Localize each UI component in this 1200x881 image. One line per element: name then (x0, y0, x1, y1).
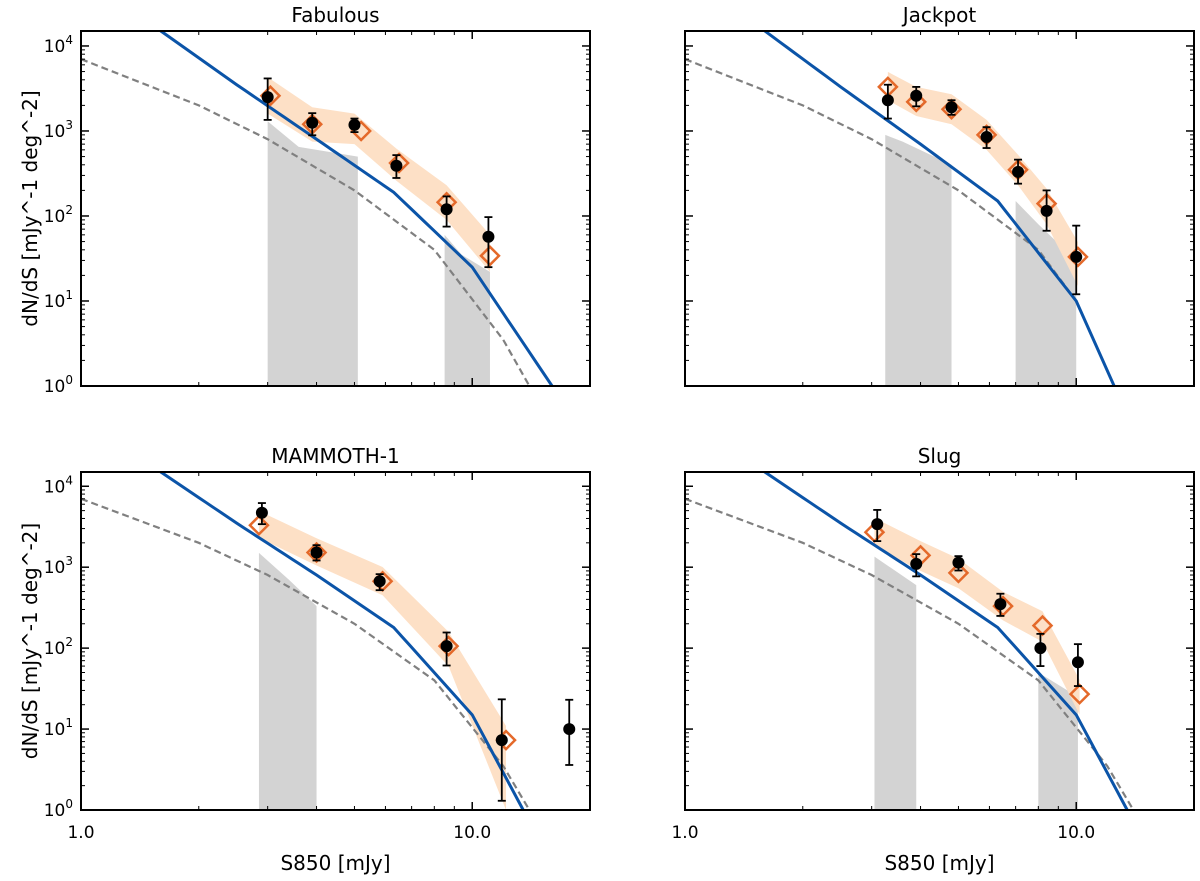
observed-point (945, 99, 958, 116)
model-point (305, 541, 328, 564)
observed-point (1012, 158, 1025, 185)
observed-point (440, 195, 453, 228)
plot-area (685, 472, 1135, 810)
field-band-1 (885, 134, 952, 386)
x-tick-label: 10.0 (453, 823, 491, 843)
y-axis-label: dN/dS [mJy^-1 deg^-2] (18, 90, 42, 326)
observed-point (881, 83, 894, 120)
model-point (479, 245, 501, 267)
dashed-fit-line (81, 58, 531, 386)
observed-point (255, 502, 268, 526)
x-axis-label: S850 [mJy] (884, 851, 994, 875)
observed-point (310, 544, 323, 562)
y-tick-label: 104 (44, 33, 73, 57)
panel-4: 1.0 10.0 Slug S850 [mJy] (671, 444, 1195, 875)
observed-point (373, 573, 386, 592)
field-band-1 (874, 556, 917, 810)
axes-frame (684, 471, 1195, 811)
y-tick-label: 101 (44, 716, 73, 740)
blue-fit-curve (158, 31, 554, 386)
observed-point (910, 85, 923, 108)
panel-title: Fabulous (291, 3, 379, 27)
model-band (874, 518, 1080, 715)
panel-1: 100 101 102 103 104 Fabulous dN/dS [mJy^-1 deg… (18, 3, 591, 397)
y-tick-label: 100 (44, 373, 73, 397)
model-band (267, 77, 490, 272)
blue-fit-curve (762, 31, 1116, 386)
observed-point (306, 112, 319, 137)
x-tick-label: 10.0 (1057, 823, 1095, 843)
y-tick-label: 103 (44, 554, 73, 578)
panel-title: Jackpot (901, 3, 977, 27)
blue-fit-curve (762, 472, 1129, 810)
model-point (947, 562, 970, 584)
x-tick-label: 1.0 (671, 823, 698, 843)
observed-point (495, 698, 508, 802)
blue-fit-curve (158, 472, 525, 810)
field-band-1 (258, 552, 317, 810)
observed-point (1034, 632, 1047, 667)
model-point (388, 152, 410, 174)
observed-point (390, 154, 403, 179)
model-band (887, 71, 1078, 287)
panel-title: Slug (918, 444, 962, 468)
x-axis-label: S850 [mJy] (280, 851, 390, 875)
observed-point (563, 698, 576, 766)
observed-point (482, 216, 495, 269)
y-axis-label: dN/dS [mJy^-1 deg^-2] (18, 523, 42, 759)
axes-frame (80, 471, 591, 811)
observed-point (1040, 189, 1053, 232)
observed-point (952, 555, 965, 572)
model-point (1068, 683, 1091, 705)
observed-point (871, 509, 884, 543)
dashed-fit-line (81, 497, 531, 810)
model-point (940, 98, 963, 121)
model-point (248, 514, 270, 536)
y-tick-label: 103 (44, 118, 73, 142)
y-tick-label: 104 (44, 473, 73, 497)
observed-point (348, 117, 361, 134)
plot-area (81, 31, 554, 386)
plot-area (81, 472, 576, 810)
dashed-fit-line (685, 497, 1135, 810)
panel-3: 100 101 102 103 104 1.0 10.0 MAMMOTH-1 S850 [mJy… (18, 444, 591, 875)
observed-point (1071, 643, 1084, 687)
observed-point (994, 592, 1007, 617)
y-tick-label: 101 (44, 288, 73, 312)
observed-point (980, 126, 993, 149)
plot-area (685, 31, 1116, 386)
observed-point (261, 77, 274, 121)
observed-point (440, 631, 453, 667)
observed-point (1070, 224, 1083, 296)
axes-frame (684, 30, 1195, 387)
y-tick-label: 102 (44, 635, 73, 659)
model-point (905, 91, 928, 113)
y-tick-label: 100 (44, 797, 73, 821)
field-band-2 (444, 234, 490, 386)
axes-frame (80, 30, 591, 387)
x-tick-label: 1.0 (67, 823, 94, 843)
field-band-1 (267, 121, 358, 386)
panel-2: Jackpot (684, 3, 1195, 387)
observed-point (910, 553, 923, 578)
panel-title: MAMMOTH-1 (271, 444, 399, 468)
y-tick-label: 102 (44, 203, 73, 227)
